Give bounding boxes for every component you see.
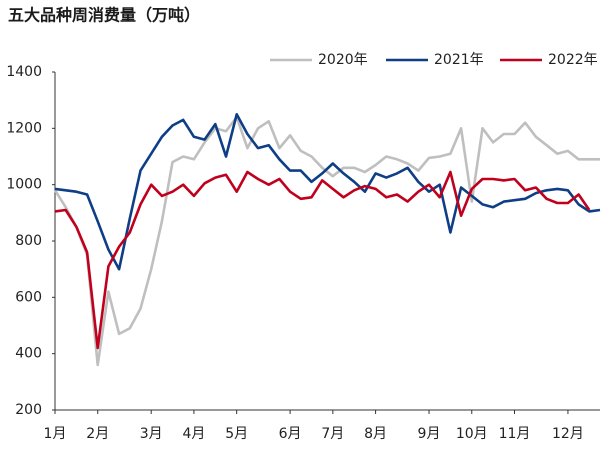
- y-tick-label: 1200: [6, 120, 42, 136]
- y-tick-label: 1400: [6, 64, 42, 80]
- x-tick-label: 11月: [499, 426, 531, 442]
- x-tick-label: 1月: [44, 426, 67, 442]
- legend-label: 2020年: [318, 52, 368, 68]
- series-line: [54, 170, 591, 350]
- y-tick-label: 400: [15, 346, 42, 362]
- series-line: [53, 115, 600, 367]
- x-tick-label: 3月: [140, 426, 163, 442]
- x-tick-label: 7月: [321, 426, 344, 442]
- legend-label: 2022年: [548, 52, 598, 68]
- x-tick-label: 4月: [182, 426, 205, 442]
- x-tick-label: 2月: [86, 426, 109, 442]
- y-tick-label: 200: [15, 402, 42, 418]
- legend-label: 2021年: [434, 52, 484, 68]
- x-tick-label: 8月: [364, 426, 387, 442]
- x-tick-label: 5月: [225, 426, 248, 442]
- y-tick-label: 800: [15, 233, 42, 249]
- x-tick-label: 6月: [279, 426, 302, 442]
- x-tick-label: 10月: [456, 426, 488, 442]
- chart-title: 五大品种周消费量（万吨）: [8, 6, 200, 25]
- x-tick-label: 9月: [418, 426, 441, 442]
- y-tick-label: 600: [15, 289, 42, 305]
- y-tick-label: 1000: [6, 177, 42, 193]
- x-tick-label: 12月: [552, 426, 584, 442]
- series-line: [54, 113, 601, 271]
